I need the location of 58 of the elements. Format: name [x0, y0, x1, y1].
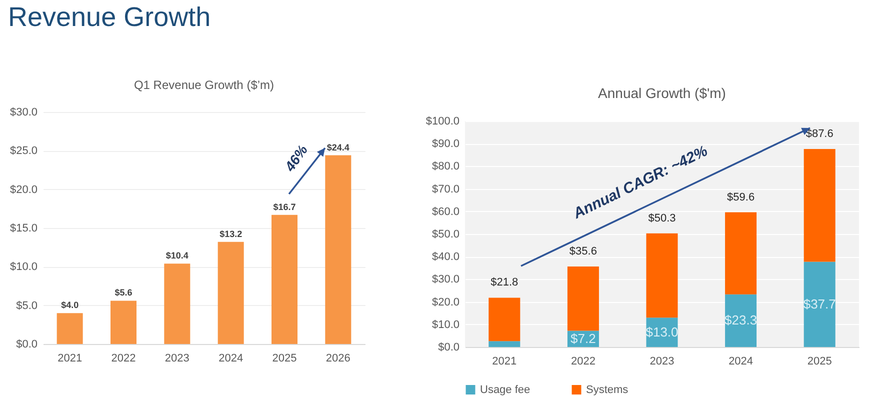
data-label: $16.7	[273, 202, 296, 212]
bar	[325, 155, 352, 344]
y-tick-label: $100.0	[426, 116, 460, 128]
total-label: $50.3	[648, 212, 676, 224]
x-tick-label: 2023	[650, 356, 674, 368]
data-label: $13.2	[220, 228, 242, 239]
y-tick-label: $20.0	[10, 184, 38, 196]
x-tick-label: 2021	[58, 352, 82, 364]
x-tick-label: 2026	[326, 352, 350, 364]
y-tick-label: $50.0	[432, 228, 460, 240]
y-tick-label: $10.0	[432, 318, 460, 331]
data-label: $5.6	[114, 288, 132, 298]
y-tick-label: $25.0	[10, 145, 38, 158]
y-tick-label: $10.0	[10, 261, 38, 274]
bar	[272, 214, 298, 344]
x-tick-label: 2025	[272, 352, 297, 364]
data-label: $24.4	[326, 142, 350, 152]
data-label: $7.2	[570, 330, 596, 346]
y-tick-label: $30.0	[432, 274, 460, 286]
y-tick-label: $90.0	[432, 138, 460, 150]
data-label: $4.0	[61, 300, 79, 310]
bar	[56, 313, 83, 344]
chart-title: Revenue Growth	[8, 2, 211, 33]
y-tick-label: $70.0	[432, 183, 460, 196]
x-tick-label: 2021	[492, 356, 517, 368]
total-label: $87.6	[806, 128, 834, 140]
bar	[725, 212, 757, 294]
bar	[488, 298, 520, 342]
y-tick-label: $80.0	[432, 160, 460, 173]
x-tick-label: 2024	[728, 356, 754, 368]
total-label: $59.6	[727, 191, 755, 204]
y-tick-label: $15.0	[10, 222, 38, 234]
bar	[488, 341, 520, 347]
x-tick-label: 2022	[570, 356, 596, 368]
total-label: $21.8	[490, 276, 518, 289]
y-tick-label: $20.0	[432, 296, 460, 308]
total-label: $35.6	[569, 246, 597, 258]
y-tick-label: $40.0	[432, 251, 460, 264]
legend-label: Systems	[586, 384, 629, 396]
x-tick-label: 2022	[111, 352, 136, 364]
legend-label: Usage fee	[480, 384, 530, 396]
x-tick-label: 2025	[807, 356, 832, 368]
data-label: $10.4	[166, 250, 188, 261]
bar	[164, 264, 190, 344]
bar	[110, 300, 136, 344]
y-tick-label: $60.0	[432, 206, 460, 218]
x-tick-label: 2023	[164, 352, 190, 364]
y-tick-label: $5.0	[16, 300, 38, 312]
chart-subtitle: Q1 Revenue Growth ($’m)	[134, 78, 274, 92]
bar	[567, 266, 599, 331]
y-tick-label: $0.0	[438, 342, 460, 354]
y-tick-label: $30.0	[10, 106, 38, 118]
bar	[646, 233, 678, 318]
x-tick-label: 2024	[218, 352, 244, 364]
bar	[804, 149, 836, 262]
chart-title: Annual Growth ($'m)	[598, 85, 726, 101]
y-tick-label: $0.0	[16, 338, 38, 350]
bar	[218, 242, 244, 344]
